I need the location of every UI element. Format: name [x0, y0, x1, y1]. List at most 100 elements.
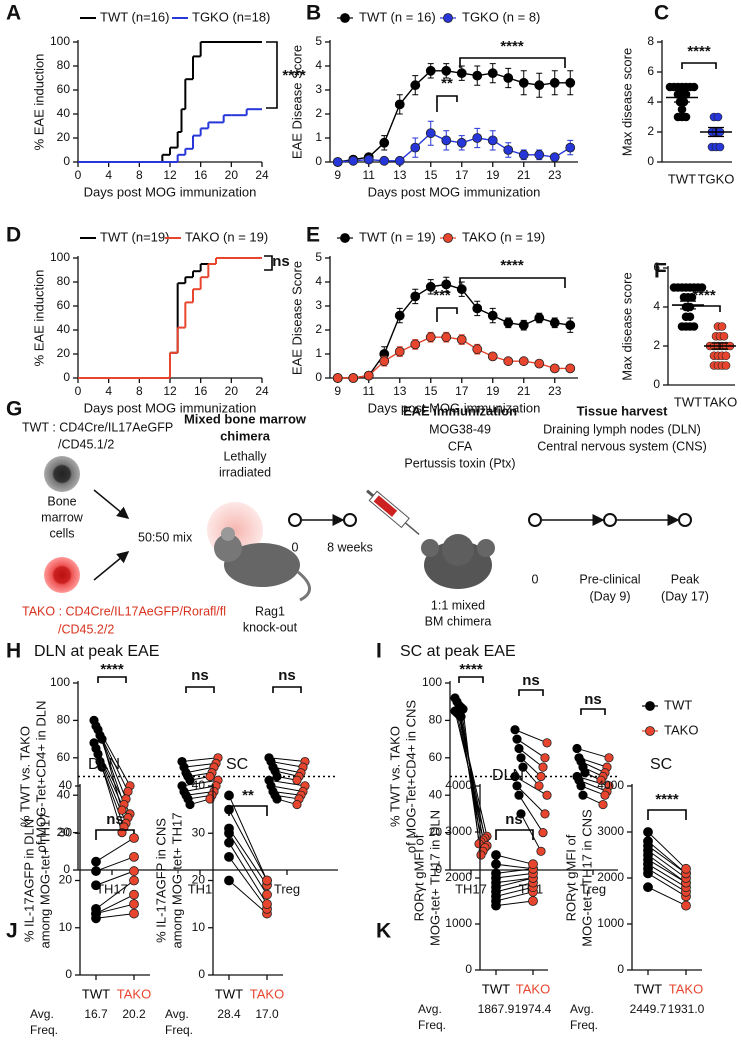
panel-label: A [6, 2, 21, 25]
significance-label: **** [655, 791, 679, 808]
chart-title: DLN at peak EAE [34, 643, 159, 660]
time-label: (Day 9) [590, 589, 631, 603]
point [348, 373, 359, 383]
avg-value: 20.2 [122, 1007, 146, 1021]
legend-marker [340, 13, 350, 23]
pair-line [228, 856, 268, 910]
legend-marker [443, 233, 453, 243]
point [528, 896, 538, 906]
point [425, 65, 436, 76]
point [224, 790, 234, 801]
legend-marker [645, 726, 655, 736]
point [534, 358, 545, 369]
significance-bracket [436, 307, 458, 322]
point [129, 899, 139, 910]
x-tick-label: 8 [136, 384, 143, 398]
x-tick-label: 17 [455, 168, 469, 182]
point [394, 99, 405, 110]
point [516, 753, 526, 763]
y-tick-label: 20 [57, 825, 71, 839]
significance-label: ns [522, 672, 540, 689]
point [681, 863, 691, 874]
point [292, 775, 302, 785]
chimera-title: Mixed bone marrow [184, 411, 307, 426]
significance-label: **** [100, 661, 124, 678]
x-tick-label: 20 [225, 384, 239, 398]
legend-marker [340, 233, 350, 243]
y-tick-label: 60 [57, 82, 71, 96]
panel-label: H [6, 640, 21, 663]
avg-value: 28.4 [217, 1007, 241, 1021]
chimera-label: BM chimera [425, 614, 492, 628]
point [91, 880, 101, 891]
y-axis-label: RORγt gMFI of [411, 834, 426, 921]
point [117, 805, 127, 815]
point [487, 68, 498, 79]
immunization-title: EAE immunization [403, 403, 517, 418]
y-tick-label: 30 [59, 825, 73, 839]
pair-line [647, 831, 687, 870]
point [549, 77, 560, 88]
pair-line [95, 837, 135, 863]
x-tick-label: 0 [75, 384, 82, 398]
x-tick-label: 24 [255, 384, 269, 398]
y-tick-label: 1 [315, 130, 322, 144]
x-tick-label: TGKO [698, 171, 735, 186]
y-axis-label: MOG-tet+ TH17 in CNS [579, 809, 594, 947]
chimera-label: 1:1 mixed [431, 598, 485, 612]
pair-line [495, 868, 534, 874]
x-tick-label: 4 [105, 384, 112, 398]
significance-label: ns [278, 667, 296, 684]
legend-label: TAKO (n = 19) [185, 229, 268, 244]
y-tick-label: 0 [63, 862, 70, 876]
x-tick-label: 13 [393, 384, 407, 398]
point [565, 363, 576, 374]
y-tick-label: 100 [50, 250, 70, 264]
sem-bar [712, 342, 728, 350]
point [534, 781, 544, 791]
pair-line [495, 872, 534, 879]
pair-line [181, 757, 219, 763]
point [512, 734, 522, 744]
y-tick-label: 0 [647, 154, 654, 168]
pair-line [647, 849, 687, 879]
y-tick-label: 3000 [597, 824, 624, 838]
significance-bracket [459, 57, 566, 68]
point [565, 320, 576, 331]
point [205, 794, 215, 804]
recipient: knock-out [243, 620, 298, 634]
panel-label: E [306, 224, 320, 247]
x-tick-label: TWT [674, 394, 702, 409]
y-tick-label: 3 [315, 298, 322, 312]
point [542, 790, 552, 800]
significance-bracket [97, 676, 127, 683]
chart-title: SC at peak EAE [400, 643, 516, 660]
point [472, 344, 483, 355]
point [379, 356, 390, 367]
point [549, 317, 560, 328]
y-axis-label: % TWT vs. TAKO [17, 726, 32, 827]
point [224, 851, 234, 862]
ako-donor: /CD45.2/2 [58, 622, 114, 636]
pair-line [495, 886, 534, 897]
time-label: 0 [292, 540, 299, 554]
avg-label: Freq. [418, 1018, 446, 1032]
y-tick-label: 80 [57, 58, 71, 72]
point [491, 868, 501, 879]
avg-value: 1974.4 [515, 1002, 552, 1016]
y-tick-label: 2000 [597, 870, 624, 884]
y-tick-label: 20 [192, 873, 206, 887]
x-tick-label: 19 [486, 168, 500, 182]
y-tick-label: 3 [315, 82, 322, 96]
chimera-title: chimera [220, 428, 271, 443]
pair-line [495, 900, 534, 907]
x-tick-label: 12 [163, 384, 177, 398]
point [129, 851, 139, 862]
point [272, 794, 282, 804]
sem-bar [674, 92, 690, 103]
point [129, 866, 139, 876]
point [97, 734, 107, 744]
y-tick-label: 4 [315, 274, 322, 288]
avg-label: Avg. [418, 1002, 442, 1016]
